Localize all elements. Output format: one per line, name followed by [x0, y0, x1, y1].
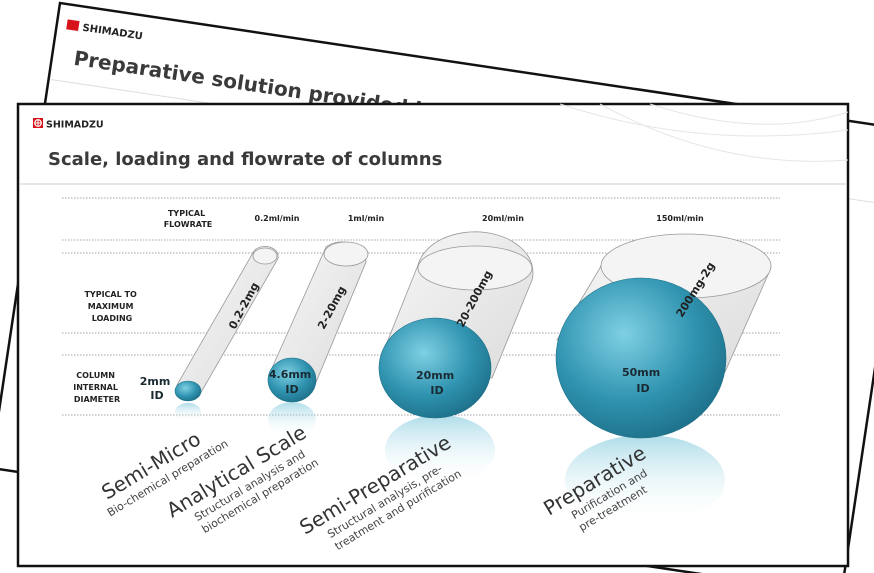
- row-label-loading: TYPICAL TO MAXIMUM LOADING: [84, 290, 139, 323]
- front-logo: SHIMADZU: [46, 120, 104, 131]
- diameter-preparative: 50mm ID: [622, 366, 664, 395]
- row-label-flowrate: TYPICAL FLOWRATE: [164, 209, 213, 229]
- column-semi-preparative: 20-200mg 20mm ID: [378, 231, 534, 485]
- row-label-diameter: COLUMN INTERNAL DIAMETER: [73, 371, 121, 404]
- flowrate-semi-preparative: 20ml/min: [482, 214, 524, 223]
- shimadzu-logo: SHIMADZU: [33, 118, 104, 131]
- front-slide-title: Scale, loading and flowrate of columns: [48, 149, 442, 170]
- diameter-analytical: 4.6mm ID: [269, 368, 315, 396]
- column-preparative: 200mg-2g 50mm ID: [555, 233, 772, 525]
- flowrate-analytical: 1ml/min: [348, 214, 385, 223]
- front-slide: SHIMADZU Scale, loading and flowrate of …: [16, 102, 850, 568]
- diameter-semi-preparative: 20mm ID: [416, 369, 458, 397]
- shimadzu-logo-icon: [66, 19, 80, 31]
- flowrate-semi-micro: 0.2ml/min: [255, 214, 300, 223]
- flowrate-preparative: 150ml/min: [656, 214, 704, 223]
- diameter-semi-micro: 2mm ID: [140, 375, 174, 402]
